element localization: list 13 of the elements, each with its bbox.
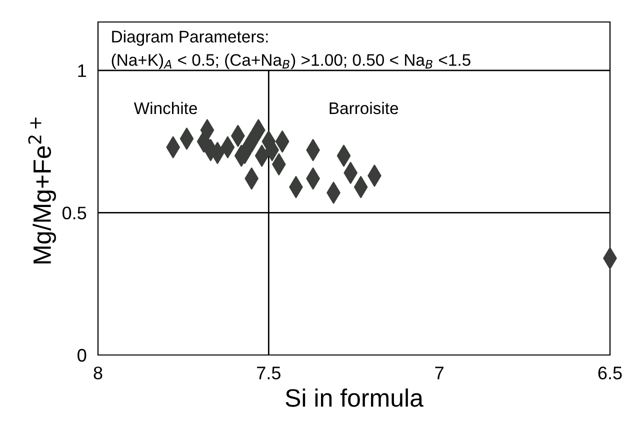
x-tick-label: 7.5 [257, 366, 280, 380]
x-axis-title: Si in formula [286, 388, 424, 407]
x-tick-label: 6.5 [598, 366, 622, 380]
annotation: Winchite [134, 102, 198, 114]
x-tick-label: 8 [94, 366, 102, 380]
annotation: Diagram Parameters: [112, 30, 268, 46]
y-tick-label: 1 [78, 64, 86, 77]
y-axis-title: Mg/Mg+Fe$^{2+}$ [28, 118, 56, 264]
y-tick-label: 0.5 [62, 206, 86, 220]
annotation: (Na+K)$_{A}$ < 0.5; (Ca+Na$_{B}$) >1.00; 0.50 < Na$_{B}$ <1.5 [112, 54, 470, 70]
x-tick-label: 7 [435, 366, 444, 380]
annotation: Barroisite [330, 102, 398, 114]
y-tick-label: 0 [78, 348, 86, 362]
